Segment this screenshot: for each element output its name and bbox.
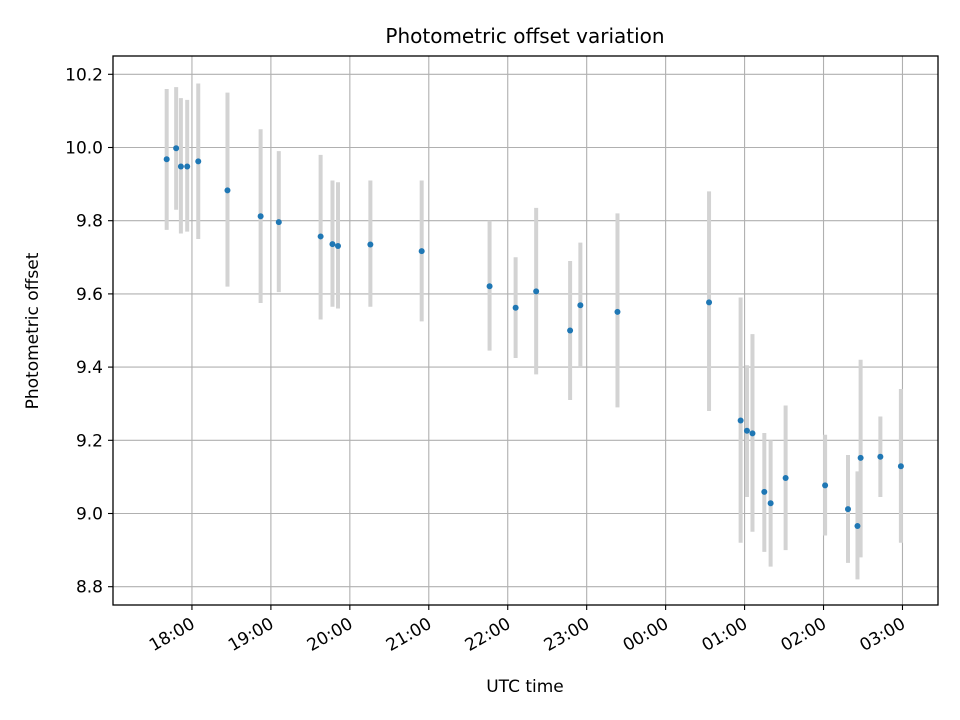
data-point (177, 163, 184, 170)
data-point (761, 488, 768, 495)
data-point (743, 427, 750, 434)
data-point (567, 327, 574, 334)
data-point (184, 163, 191, 170)
data-point (533, 288, 540, 295)
y-tick-label: 10.0 (65, 139, 103, 159)
x-axis-label: UTC time (486, 677, 564, 697)
data-point (782, 474, 789, 481)
data-point (897, 463, 904, 470)
data-point (257, 213, 264, 220)
chart-title: Photometric offset variation (385, 24, 664, 48)
data-point (614, 308, 621, 315)
data-point (577, 302, 584, 309)
data-point (275, 219, 282, 226)
data-point (317, 233, 324, 240)
y-tick-label: 10.2 (65, 65, 103, 85)
data-point (173, 145, 180, 152)
plot-frame (112, 55, 939, 606)
y-tick-label: 9.0 (76, 505, 103, 525)
data-point (329, 241, 336, 248)
y-tick-label: 8.8 (76, 578, 103, 598)
data-point (195, 158, 202, 165)
grid (113, 56, 938, 605)
data-point (857, 454, 864, 461)
data-points (163, 145, 904, 529)
data-point (749, 430, 756, 437)
data-point (845, 506, 851, 513)
data-point (822, 482, 829, 489)
y-axis-label: Photometric offset (23, 252, 43, 409)
data-point (418, 248, 425, 255)
y-tick-label: 9.4 (76, 358, 103, 378)
data-point (224, 187, 231, 194)
data-point (877, 453, 884, 460)
data-point (486, 283, 493, 290)
y-tick-label: 9.8 (76, 212, 103, 232)
data-point (854, 522, 861, 529)
data-point (706, 299, 713, 306)
data-point (512, 304, 519, 311)
data-point (737, 417, 744, 424)
data-point (767, 500, 774, 507)
y-tick-label: 9.6 (76, 285, 103, 305)
data-point (335, 242, 341, 249)
y-tick-label: 9.2 (76, 431, 103, 451)
data-point (367, 241, 374, 248)
data-point (163, 156, 170, 163)
